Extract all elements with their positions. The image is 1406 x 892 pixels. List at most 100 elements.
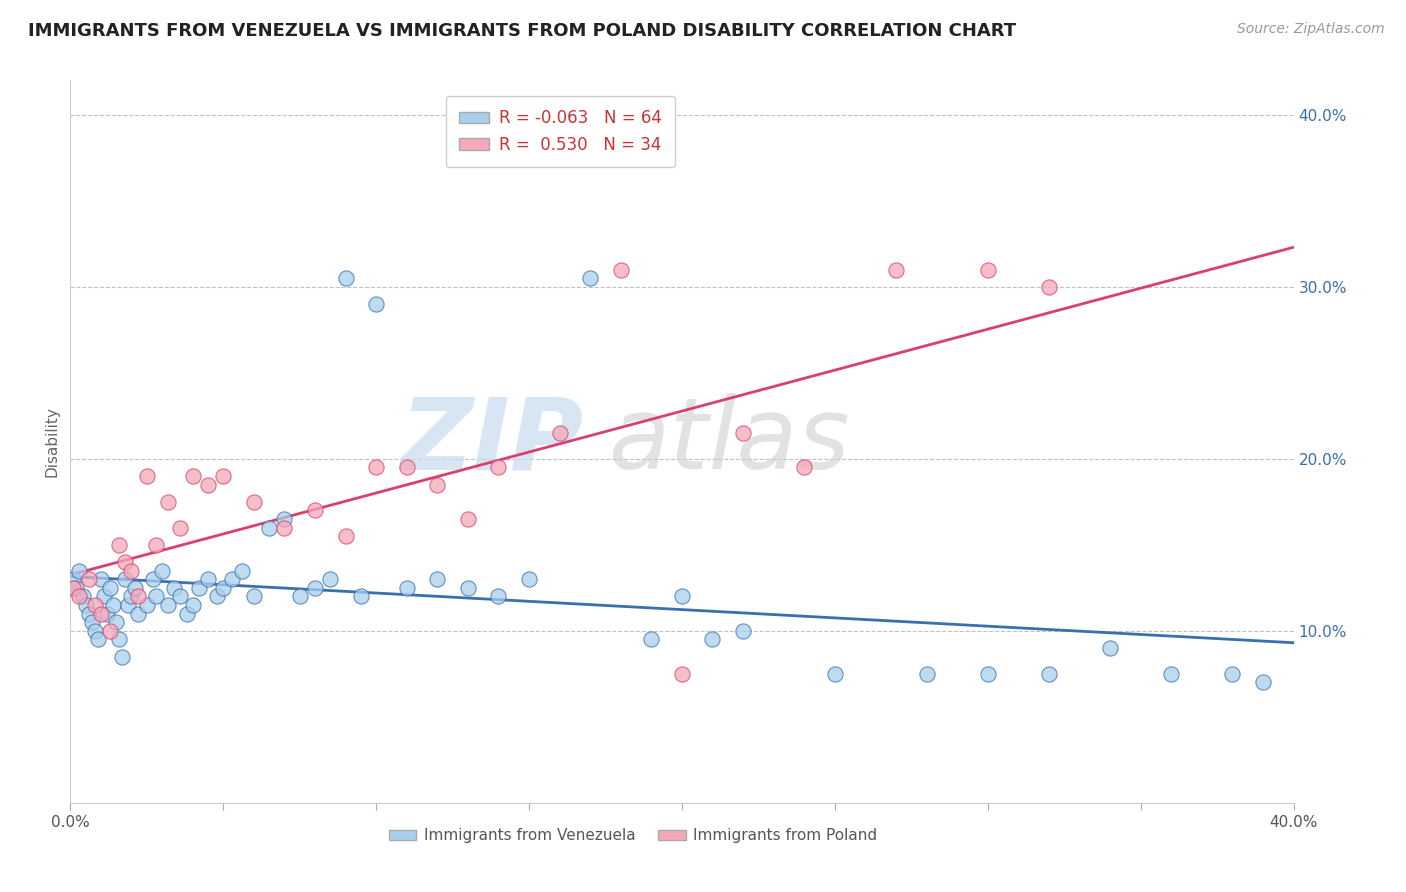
Point	[69, 590, 91, 604]
Point	[610, 262, 633, 277]
Point	[1220, 666, 1243, 681]
Point	[319, 572, 342, 586]
Point	[350, 590, 373, 604]
Point	[72, 590, 94, 604]
Point	[304, 503, 326, 517]
Point	[135, 598, 157, 612]
Point	[90, 607, 112, 621]
Point	[181, 469, 204, 483]
Point	[273, 512, 295, 526]
Point	[426, 572, 449, 586]
Point	[915, 666, 938, 681]
Point	[101, 598, 124, 612]
Point	[793, 460, 815, 475]
Point	[1038, 666, 1060, 681]
Point	[62, 572, 84, 586]
Point	[163, 581, 186, 595]
Point	[187, 581, 209, 595]
Point	[457, 512, 479, 526]
Point	[117, 598, 139, 612]
Point	[75, 598, 97, 612]
Y-axis label: Disability: Disability	[44, 406, 59, 477]
Point	[197, 572, 219, 586]
Point	[197, 477, 219, 491]
Point	[288, 590, 311, 604]
Point	[335, 271, 357, 285]
Point	[1160, 666, 1182, 681]
Point	[69, 564, 91, 578]
Point	[231, 564, 253, 578]
Point	[457, 581, 479, 595]
Point	[212, 581, 235, 595]
Point	[257, 520, 280, 534]
Point	[127, 590, 149, 604]
Point	[335, 529, 357, 543]
Point	[176, 607, 198, 621]
Point	[976, 262, 998, 277]
Point	[114, 572, 136, 586]
Point	[62, 581, 84, 595]
Point	[77, 572, 100, 586]
Point	[1099, 640, 1122, 655]
Point	[395, 581, 418, 595]
Point	[135, 469, 157, 483]
Point	[243, 590, 266, 604]
Point	[93, 590, 115, 604]
Point	[145, 590, 167, 604]
Point	[733, 624, 755, 638]
Point	[221, 572, 243, 586]
Point	[671, 666, 693, 681]
Point	[121, 564, 143, 578]
Point	[243, 494, 266, 508]
Point	[733, 425, 755, 440]
Point	[548, 425, 571, 440]
Point	[366, 460, 388, 475]
Point	[884, 262, 907, 277]
Point	[83, 598, 105, 612]
Point	[145, 538, 167, 552]
Text: atlas: atlas	[609, 393, 851, 490]
Point	[976, 666, 998, 681]
Point	[579, 271, 602, 285]
Text: Source: ZipAtlas.com: Source: ZipAtlas.com	[1237, 22, 1385, 37]
Point	[1251, 675, 1274, 690]
Point	[426, 477, 449, 491]
Point	[65, 581, 87, 595]
Point	[488, 460, 510, 475]
Point	[80, 615, 103, 630]
Point	[157, 598, 180, 612]
Point	[212, 469, 235, 483]
Point	[181, 598, 204, 612]
Point	[488, 590, 510, 604]
Point	[395, 460, 418, 475]
Point	[671, 590, 693, 604]
Point	[87, 632, 110, 647]
Point	[108, 538, 131, 552]
Point	[366, 297, 388, 311]
Point	[114, 555, 136, 569]
Point	[108, 632, 131, 647]
Point	[640, 632, 662, 647]
Point	[169, 590, 191, 604]
Point	[205, 590, 228, 604]
Point	[824, 666, 846, 681]
Text: IMMIGRANTS FROM VENEZUELA VS IMMIGRANTS FROM POLAND DISABILITY CORRELATION CHART: IMMIGRANTS FROM VENEZUELA VS IMMIGRANTS …	[28, 22, 1017, 40]
Point	[98, 581, 121, 595]
Point	[105, 615, 128, 630]
Point	[142, 572, 165, 586]
Point	[517, 572, 540, 586]
Point	[702, 632, 724, 647]
Point	[169, 520, 191, 534]
Point	[98, 624, 121, 638]
Legend: Immigrants from Venezuela, Immigrants from Poland: Immigrants from Venezuela, Immigrants fr…	[382, 822, 883, 849]
Point	[150, 564, 173, 578]
Point	[96, 607, 118, 621]
Point	[83, 624, 105, 638]
Point	[273, 520, 295, 534]
Point	[157, 494, 180, 508]
Point	[77, 607, 100, 621]
Point	[127, 607, 149, 621]
Point	[111, 649, 134, 664]
Point	[121, 590, 143, 604]
Text: ZIP: ZIP	[401, 393, 583, 490]
